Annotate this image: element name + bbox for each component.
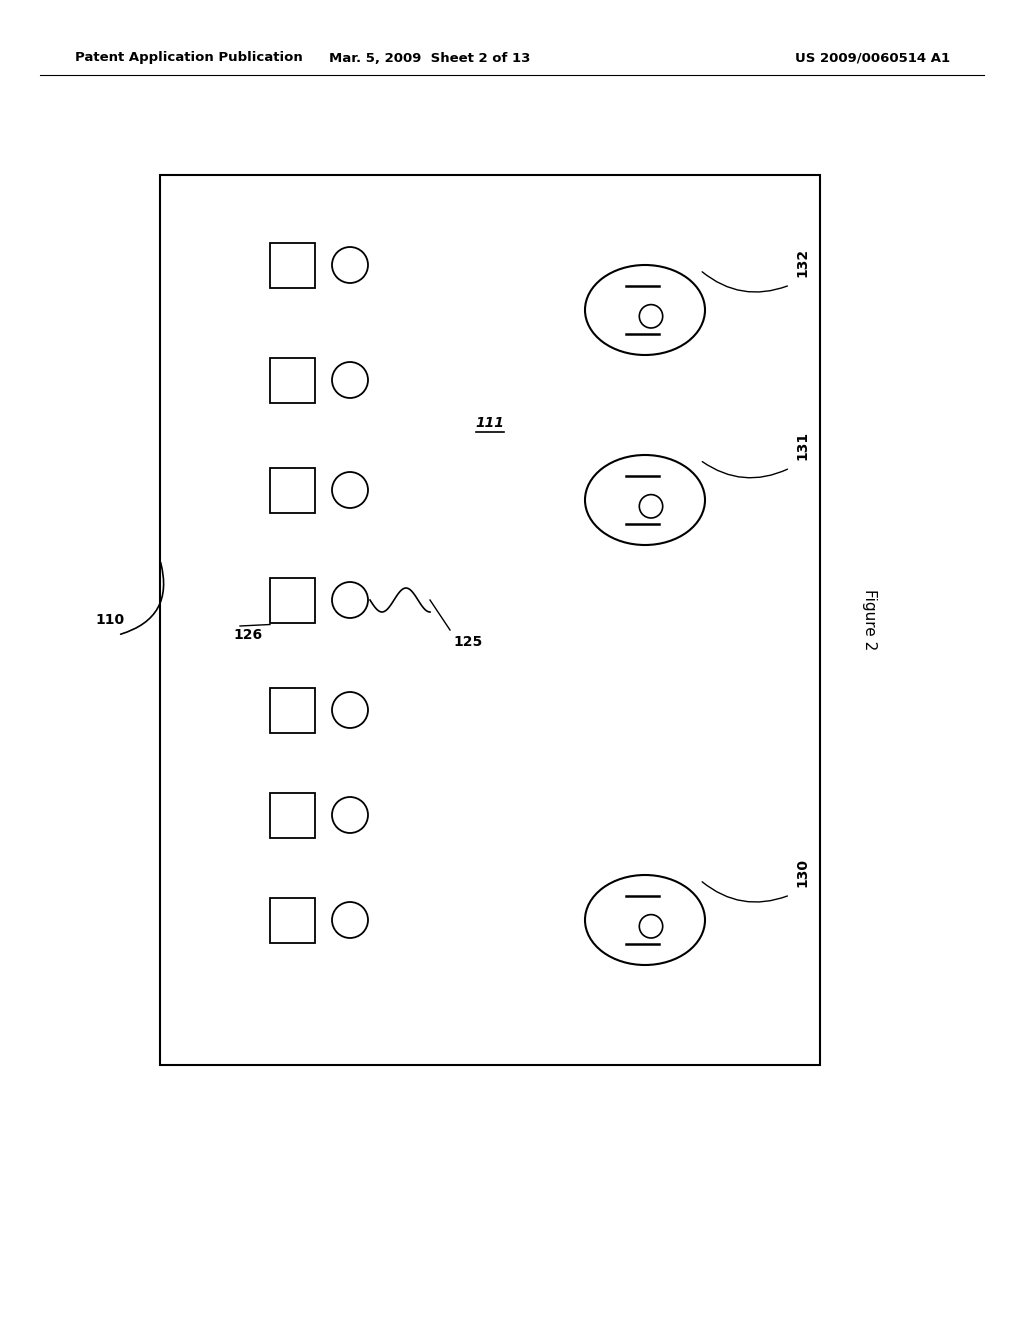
Circle shape xyxy=(332,902,368,939)
Ellipse shape xyxy=(585,265,705,355)
Bar xyxy=(270,243,315,288)
Text: 110: 110 xyxy=(95,612,124,627)
Bar xyxy=(270,467,315,512)
Circle shape xyxy=(332,247,368,282)
Circle shape xyxy=(639,305,663,327)
Bar xyxy=(270,898,315,942)
Text: Mar. 5, 2009  Sheet 2 of 13: Mar. 5, 2009 Sheet 2 of 13 xyxy=(330,51,530,65)
Circle shape xyxy=(639,915,663,939)
Text: 130: 130 xyxy=(795,858,809,887)
Circle shape xyxy=(332,797,368,833)
Circle shape xyxy=(639,495,663,517)
Bar xyxy=(270,688,315,733)
Text: 125: 125 xyxy=(453,635,482,649)
Ellipse shape xyxy=(585,875,705,965)
Text: 132: 132 xyxy=(795,248,809,277)
Text: 111: 111 xyxy=(475,416,505,430)
Text: US 2009/0060514 A1: US 2009/0060514 A1 xyxy=(795,51,950,65)
Ellipse shape xyxy=(585,455,705,545)
Bar xyxy=(270,358,315,403)
Circle shape xyxy=(332,473,368,508)
Bar xyxy=(160,176,820,1065)
Circle shape xyxy=(332,582,368,618)
Bar xyxy=(270,792,315,837)
Text: Patent Application Publication: Patent Application Publication xyxy=(75,51,303,65)
Text: 126: 126 xyxy=(233,628,262,642)
Bar xyxy=(270,578,315,623)
Text: 131: 131 xyxy=(795,430,809,459)
Circle shape xyxy=(332,362,368,399)
Circle shape xyxy=(332,692,368,729)
Text: Figure 2: Figure 2 xyxy=(862,589,878,651)
